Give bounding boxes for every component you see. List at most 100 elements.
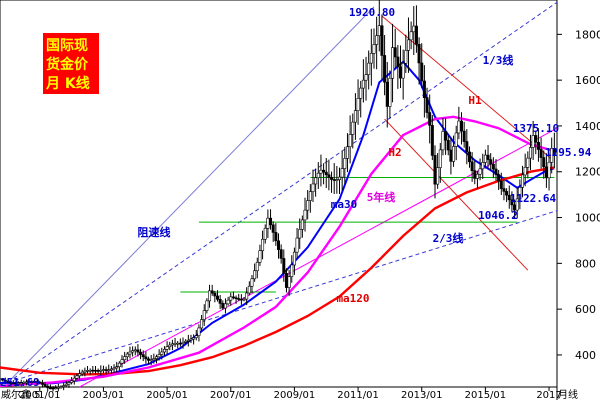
candle-body xyxy=(359,87,363,99)
candle-body xyxy=(208,290,212,302)
candle-body xyxy=(465,141,469,153)
candle-body xyxy=(327,174,331,178)
candle-body xyxy=(505,191,509,196)
annotation-p1295: 1295.94 xyxy=(545,146,592,159)
candle-body xyxy=(428,112,432,126)
candle-body xyxy=(202,310,206,320)
x-tick-label: 2009/01 xyxy=(274,390,316,400)
x-tick-label: 2007/01 xyxy=(210,390,252,400)
candle-body xyxy=(430,125,434,156)
candle-body xyxy=(539,149,543,158)
candle-body xyxy=(117,362,121,368)
candle-body xyxy=(255,261,259,272)
candle-body xyxy=(332,179,336,181)
guide-line-1 xyxy=(7,1,558,383)
candle-body xyxy=(499,180,503,189)
candle-body xyxy=(306,200,310,211)
candle-body xyxy=(409,31,413,41)
annotation-H2: H2 xyxy=(388,146,401,159)
candle-body xyxy=(165,346,169,350)
candle-body xyxy=(274,232,278,242)
candle-body xyxy=(417,44,421,64)
candle-body xyxy=(72,377,76,382)
x-tick-label: 2011/01 xyxy=(337,390,379,400)
candle-body xyxy=(112,367,116,370)
candle-body xyxy=(80,371,84,375)
candle-body xyxy=(444,131,448,141)
candle-body xyxy=(489,159,493,165)
candle-body xyxy=(521,174,525,188)
candle-body xyxy=(523,166,527,176)
candle-body xyxy=(316,172,320,179)
candle-body xyxy=(253,270,257,280)
candle-body xyxy=(242,298,246,301)
candle-body xyxy=(269,217,273,226)
candle-body xyxy=(144,356,148,360)
x-tick-label: 2017 xyxy=(536,390,561,400)
guide-line-0 xyxy=(7,6,375,383)
candle-body xyxy=(446,139,450,151)
candle-body xyxy=(377,25,381,36)
candle-body xyxy=(322,169,326,173)
candle-body xyxy=(303,209,307,221)
y-tick-label: 600 xyxy=(575,303,596,316)
candle-body xyxy=(271,224,275,233)
candle-body xyxy=(184,340,188,343)
candle-body xyxy=(552,148,556,155)
candle-body xyxy=(324,171,328,176)
candle-body xyxy=(507,194,511,201)
candle-body xyxy=(425,97,429,113)
candle-body xyxy=(59,386,63,388)
candle-body xyxy=(502,188,506,192)
candle-body xyxy=(3,379,7,382)
candle-body xyxy=(526,157,530,168)
candle-body xyxy=(351,121,355,135)
candle-body xyxy=(467,151,471,163)
candle-body xyxy=(343,158,347,169)
candle-body xyxy=(436,167,440,185)
candle-body xyxy=(452,146,456,162)
candle-body xyxy=(369,53,373,64)
candle-body xyxy=(125,353,129,357)
candle-body xyxy=(51,387,55,390)
y-tick-label: 800 xyxy=(575,257,596,270)
candle-body xyxy=(279,249,283,259)
candle-body xyxy=(234,297,238,300)
candle-body xyxy=(101,369,105,371)
candle-body xyxy=(192,337,196,340)
candle-body xyxy=(213,292,217,297)
candle-body xyxy=(544,166,548,179)
y-tick-label: 1200 xyxy=(575,166,600,179)
candle-body xyxy=(475,173,479,179)
candle-body xyxy=(470,161,474,172)
candle-body xyxy=(189,338,193,341)
candle-body xyxy=(518,187,522,200)
candle-body xyxy=(282,258,286,274)
candle-body xyxy=(292,251,296,266)
candle-body xyxy=(441,131,445,151)
candle-body xyxy=(54,387,58,390)
candle-body xyxy=(38,381,42,384)
candle-body xyxy=(497,174,501,182)
candle-body xyxy=(186,339,190,342)
candle-body xyxy=(385,81,389,107)
candle-body xyxy=(536,142,540,150)
guide-line-2 xyxy=(7,210,558,383)
candle-body xyxy=(181,341,185,344)
candle-body xyxy=(223,303,227,309)
annotation-p1375: 1375.10 xyxy=(513,122,559,135)
candle-body xyxy=(478,168,482,175)
candle-body xyxy=(88,369,92,372)
annotation-ma120: ma120 xyxy=(336,292,369,305)
title-line-1: 国际现 xyxy=(46,38,88,54)
candle-body xyxy=(406,39,410,51)
candle-body xyxy=(364,74,368,81)
series-line-5年线 xyxy=(0,115,555,388)
candle-body xyxy=(149,359,153,362)
candle-body xyxy=(67,382,71,385)
candle-body xyxy=(231,296,235,299)
annotation-l23: 2/3线 xyxy=(433,231,464,245)
annotation-l13: 1/3线 xyxy=(483,53,514,67)
candle-body xyxy=(43,384,47,387)
